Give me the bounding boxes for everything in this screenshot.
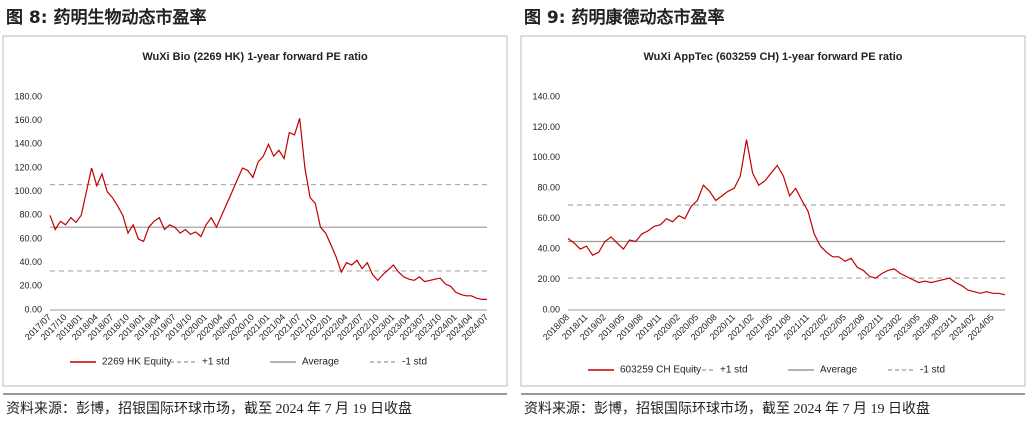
chart-title: WuXi Bio (2269 HK) 1-year forward PE rat…	[142, 51, 368, 63]
series-line	[567, 139, 1006, 296]
y-tick-label: 20.00	[537, 274, 560, 284]
y-tick-label: 140.00	[532, 91, 560, 101]
legend-label: -1 std	[920, 365, 945, 376]
figure-title: 图 8: 药明生物动态市盈率	[6, 7, 206, 28]
series-line	[49, 118, 487, 300]
y-tick-label: 180.00	[14, 91, 42, 101]
y-tick-label: 40.00	[19, 257, 42, 267]
legend-label: 603259 CH Equity	[620, 365, 701, 376]
y-tick-label: 0.00	[24, 304, 42, 314]
y-tick-label: 80.00	[537, 183, 560, 193]
y-tick-label: 140.00	[14, 139, 42, 149]
source: 资料来源：彭博，招银国际环球市场，截至 2024 年 7 月 19 日收盘	[6, 400, 412, 417]
figure-title: 图 9: 药明康德动态市盈率	[524, 7, 724, 28]
legend-label: Average	[302, 357, 340, 368]
chart-title: WuXi AppTec (603259 CH) 1-year forward P…	[644, 51, 903, 63]
y-tick-label: 120.00	[14, 162, 42, 172]
chart-frame	[520, 35, 1026, 387]
y-tick-label: 0.00	[542, 304, 560, 314]
legend-label: 2269 HK Equity	[102, 357, 172, 368]
y-tick-label: 20.00	[19, 281, 42, 291]
source: 资料来源：彭博，招银国际环球市场，截至 2024 年 7 月 19 日收盘	[524, 400, 930, 417]
y-tick-label: 160.00	[14, 115, 42, 125]
legend-label: Average	[820, 365, 858, 376]
y-tick-label: 60.00	[19, 233, 42, 243]
y-tick-label: 80.00	[19, 210, 42, 220]
y-tick-label: 100.00	[532, 152, 560, 162]
legend-label: +1 std	[720, 365, 748, 376]
y-tick-label: 40.00	[537, 244, 560, 254]
y-tick-label: 60.00	[537, 213, 560, 223]
chart-frame	[2, 35, 508, 387]
y-tick-label: 100.00	[14, 186, 42, 196]
legend-label: -1 std	[402, 357, 427, 368]
legend-label: +1 std	[202, 357, 230, 368]
y-tick-label: 120.00	[532, 122, 560, 132]
